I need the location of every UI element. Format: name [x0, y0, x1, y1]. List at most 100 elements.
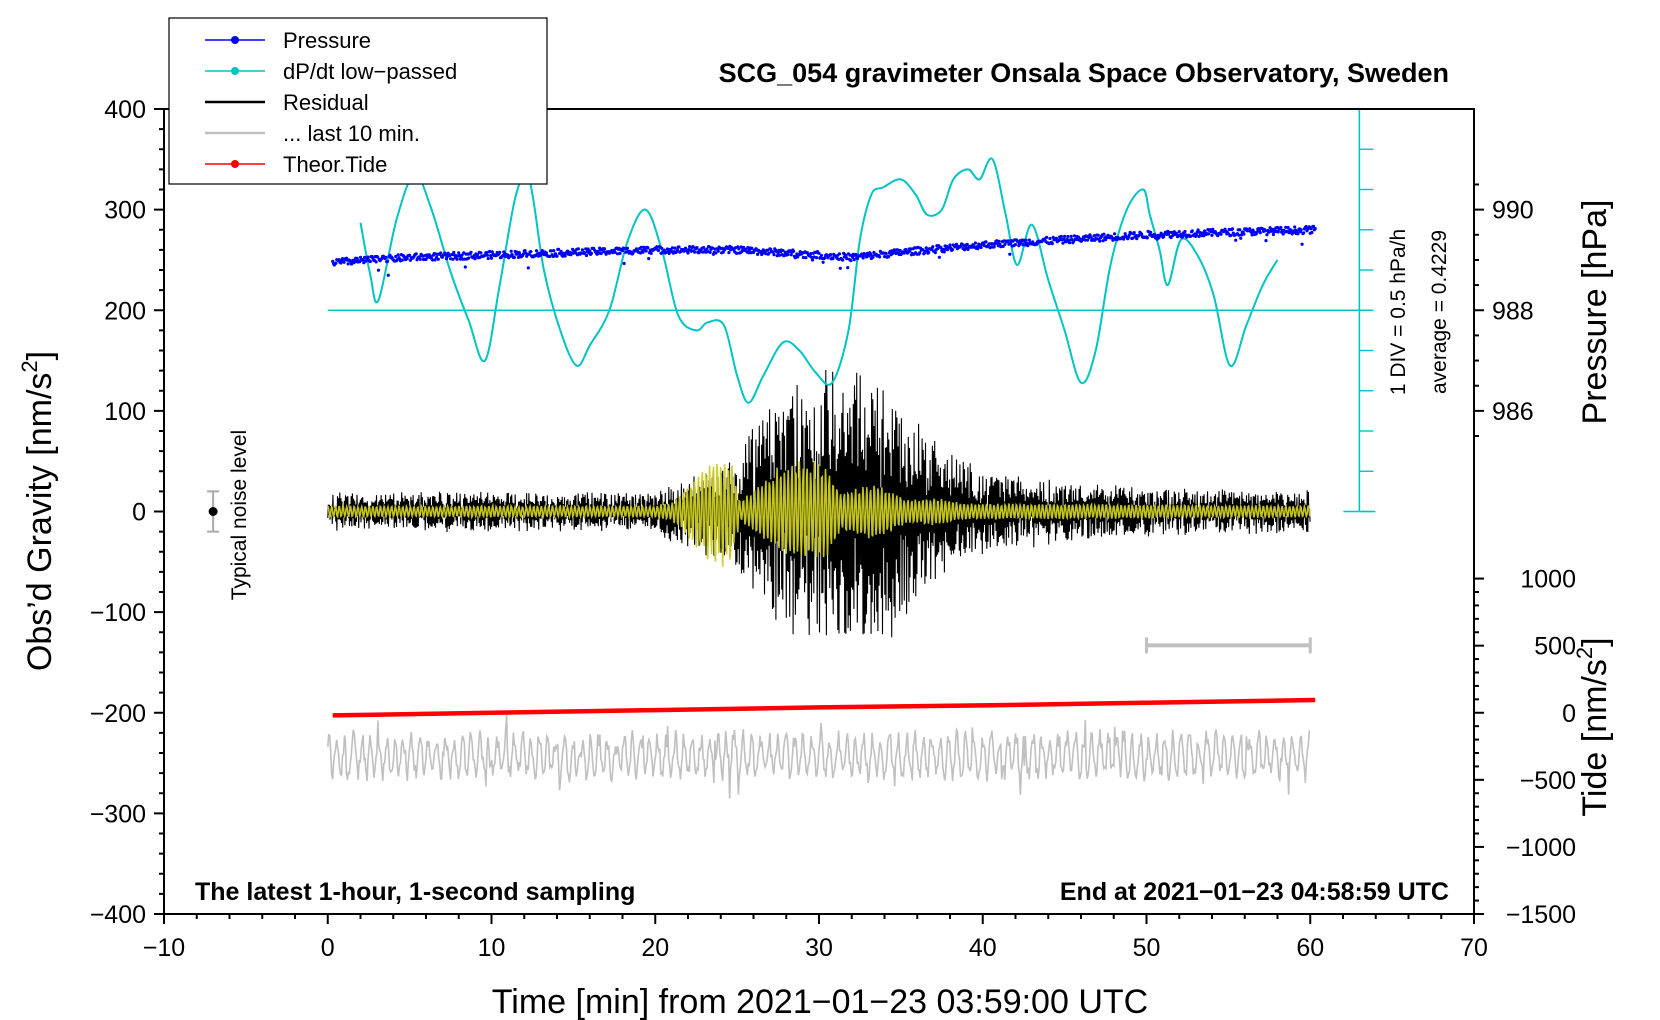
- pressure-point: [1062, 237, 1066, 241]
- pressure-point: [414, 252, 418, 256]
- y-tick-label: −400: [90, 901, 146, 929]
- pressure-point: [476, 253, 480, 257]
- pressure-point: [346, 262, 350, 266]
- pressure-point: [490, 250, 494, 254]
- pressure-point: [735, 251, 739, 255]
- pressure-point: [1064, 240, 1068, 244]
- pressure-point: [707, 245, 711, 249]
- pressure-point: [1059, 234, 1063, 239]
- series-pressure: [331, 224, 1317, 277]
- y-tick-label: −100: [90, 599, 146, 627]
- legend-label: Theor.Tide: [283, 152, 387, 177]
- pressure-point: [819, 253, 824, 257]
- noise-level-label: Typical noise level: [228, 430, 251, 600]
- pressure-point: [451, 257, 455, 261]
- pressure-point: [1229, 233, 1233, 237]
- pressure-point: [941, 247, 946, 252]
- pressure-point: [1069, 234, 1073, 238]
- pressure-point: [405, 257, 409, 261]
- pressure-point: [1177, 230, 1181, 234]
- pressure-point: [479, 251, 483, 255]
- dpdt-division-label: 1 DIV = 0.5 hPa/h: [1387, 229, 1410, 395]
- pressure-point: [1263, 229, 1267, 233]
- pressure-point: [812, 255, 816, 259]
- pressure-point: [1271, 227, 1275, 231]
- pressure-point: [1209, 230, 1213, 234]
- pressure-point: [837, 257, 841, 261]
- pressure-point: [1024, 238, 1028, 242]
- pressure-point: [1132, 231, 1136, 235]
- legend-entry: dP/dt low−passed: [205, 59, 457, 84]
- pressure-point: [838, 266, 842, 270]
- pressure-point: [368, 259, 372, 264]
- pressure-point: [882, 255, 887, 259]
- pressure-point: [1083, 238, 1087, 242]
- pressure-point: [933, 251, 937, 255]
- pressure-point: [1113, 232, 1117, 236]
- pressure-point: [705, 247, 709, 251]
- pressure-point: [512, 255, 517, 259]
- pressure-point: [439, 251, 443, 255]
- pressure-point: [1227, 227, 1231, 232]
- pressure-point: [746, 246, 750, 250]
- pressure-point: [801, 255, 806, 260]
- pressure-point: [1149, 230, 1153, 234]
- pressure-point: [616, 252, 620, 256]
- y-tick-label: −300: [90, 800, 146, 828]
- pressure-point: [523, 249, 527, 253]
- pressure-point: [927, 250, 931, 254]
- pressure-point: [1131, 236, 1135, 240]
- pressure-point: [342, 260, 346, 264]
- pressure-point: [452, 250, 456, 255]
- pressure-point: [1167, 230, 1171, 234]
- series-theor-tide: [332, 697, 1316, 718]
- pressure-point: [462, 251, 466, 255]
- pressure-point: [979, 245, 983, 250]
- pressure-point: [786, 252, 790, 257]
- pressure-point: [1061, 241, 1065, 245]
- pressure-point: [924, 246, 928, 250]
- pressure-point: [384, 255, 388, 259]
- pressure-point: [498, 250, 502, 254]
- pressure-point: [386, 273, 390, 277]
- pressure-point: [644, 249, 648, 253]
- pressure-point: [1102, 232, 1106, 236]
- tide-tick-label: 1000: [1520, 566, 1576, 594]
- pressure-point: [641, 250, 645, 254]
- pressure-point: [1135, 237, 1139, 241]
- tide-tick-label: 0: [1562, 700, 1576, 728]
- pressure-point: [376, 268, 381, 272]
- pressure-point: [1179, 232, 1183, 237]
- pressure-point: [998, 242, 1002, 246]
- pressure-point: [792, 249, 796, 253]
- pressure-point: [693, 250, 697, 254]
- pressure-point: [1248, 227, 1252, 231]
- series-residual: [327, 369, 1311, 638]
- pressure-point: [1249, 230, 1253, 234]
- pressure-point: [1072, 234, 1076, 238]
- pressure-point: [1140, 232, 1144, 236]
- pressure-point: [1238, 228, 1242, 232]
- x-tick-label: −10: [143, 934, 185, 962]
- pressure-point: [828, 253, 833, 257]
- pressure-point: [948, 243, 952, 247]
- pressure-point: [937, 255, 942, 259]
- axes-layer: −10 0 10 20 30 40 50 60 704003002001000−100−200−…: [90, 96, 1576, 962]
- pressure-point: [673, 246, 677, 250]
- pressure-tick-label: 990: [1492, 197, 1534, 225]
- pressure-point: [997, 239, 1001, 243]
- pressure-point: [337, 258, 341, 262]
- pressure-point: [548, 254, 552, 259]
- pressure-point: [714, 251, 718, 255]
- pressure-point: [408, 253, 412, 257]
- pressure-point: [552, 249, 556, 253]
- pressure-point: [1101, 239, 1105, 243]
- pressure-point: [810, 255, 814, 259]
- pressure-point: [521, 252, 526, 256]
- pressure-point: [1239, 236, 1243, 240]
- pressure-point: [1293, 225, 1297, 229]
- pressure-point: [458, 253, 462, 258]
- pressure-point: [747, 251, 751, 255]
- pressure-point: [1013, 243, 1018, 247]
- noise-level-dot: [208, 507, 218, 516]
